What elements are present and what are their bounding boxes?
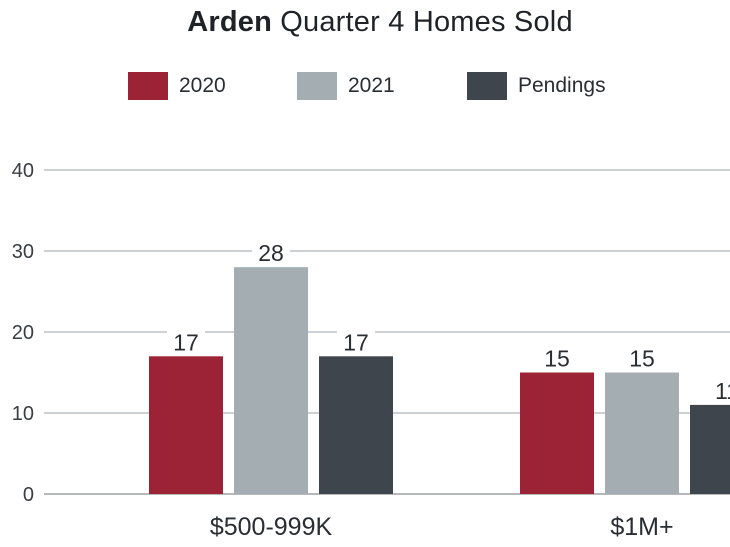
- bar: [690, 404, 730, 494]
- data-label-background: [252, 240, 290, 265]
- chart-title-bold: Arden: [187, 6, 272, 38]
- legend-item-2021: 2021: [297, 70, 395, 102]
- bar: [605, 372, 679, 494]
- x-category-label: $500-999K: [210, 513, 333, 541]
- bar: [149, 356, 223, 494]
- data-label: 28: [258, 240, 284, 266]
- data-label: 11: [715, 378, 730, 404]
- legend-label-2021: 2021: [348, 74, 395, 97]
- data-label: 15: [544, 346, 570, 372]
- bar: [234, 267, 308, 494]
- data-label: 17: [173, 329, 199, 355]
- y-tick-label: 10: [12, 403, 34, 425]
- data-label-background: [708, 377, 730, 402]
- legend-swatch-2021: [297, 72, 337, 100]
- y-tick-label: 30: [12, 241, 34, 263]
- legend-label-2020: 2020: [179, 74, 226, 97]
- chart-title-rest: Quarter 4 Homes Sold: [272, 6, 573, 38]
- data-label-background: [167, 329, 205, 354]
- data-label: 15: [629, 346, 655, 372]
- y-tick-label: 0: [23, 484, 34, 506]
- bar: [520, 372, 594, 494]
- x-category-label: $1M+: [610, 513, 673, 541]
- legend-swatch-pendings: [467, 72, 507, 100]
- chart-legend: 2020 2021 Pendings: [0, 70, 730, 102]
- chart-title: Arden Quarter 4 Homes Sold: [0, 6, 730, 39]
- y-tick-label: 40: [12, 160, 34, 182]
- legend-item-pendings: Pendings: [467, 70, 606, 102]
- bar: [319, 356, 393, 494]
- legend-swatch-2020: [128, 72, 168, 100]
- data-label-background: [538, 345, 576, 370]
- data-label: 17: [343, 329, 369, 355]
- legend-item-2020: 2020: [128, 70, 226, 102]
- legend-label-pendings: Pendings: [518, 74, 606, 97]
- data-label-background: [337, 329, 375, 354]
- y-tick-label: 20: [12, 322, 34, 344]
- data-label-background: [623, 345, 661, 370]
